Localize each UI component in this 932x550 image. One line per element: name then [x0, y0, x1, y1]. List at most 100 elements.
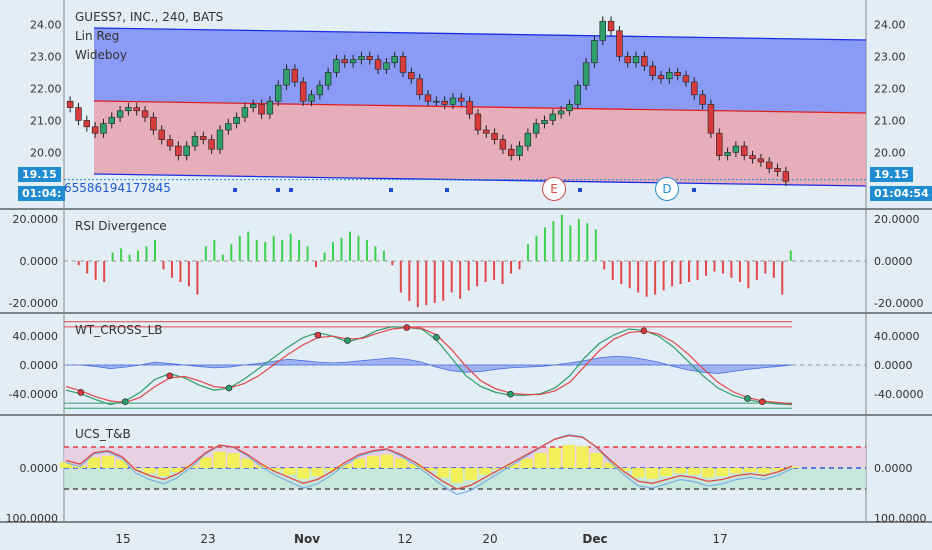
candle-body — [632, 56, 640, 64]
signal-marker — [578, 188, 582, 192]
candle-body — [508, 148, 515, 156]
candle-body — [150, 116, 157, 131]
ucs-bar — [380, 454, 394, 468]
y-tick-left: 24.00 — [30, 18, 62, 31]
ucs-bar — [366, 455, 380, 468]
ucs-bar — [785, 466, 799, 468]
countdown-left: 01:04: — [18, 186, 66, 201]
axes: 24.00 24.00 23.00 23.00 22.00 22.00 21.00 21.00… — [6, 18, 927, 546]
ucs-bar — [674, 468, 687, 474]
wt-pane-title: WT_CROSS_LB — [75, 323, 163, 337]
rsi-y-tick-left: 20.0000 — [13, 213, 59, 226]
candle-body — [91, 126, 99, 134]
ucs-bar — [129, 468, 142, 470]
candle-body — [175, 145, 182, 156]
pane-bg — [64, 314, 866, 414]
candle-body — [599, 20, 606, 41]
wt-cross-dot — [759, 398, 766, 406]
ucs-pane-title: UCS_T&B — [75, 427, 131, 441]
x-tick-label: 12 — [397, 532, 412, 546]
candle-body — [158, 129, 165, 140]
candle-body — [682, 75, 690, 83]
rsi-y-tick-right: 0.0000 — [874, 255, 913, 268]
candle-body — [657, 75, 665, 80]
candle-body — [166, 139, 174, 147]
candle-body — [399, 56, 407, 73]
candle-body — [416, 78, 423, 96]
candle-body — [333, 59, 340, 73]
ucs-pane — [59, 433, 866, 496]
ucs-bar — [688, 468, 701, 475]
candle-body — [757, 158, 765, 163]
signal-marker — [233, 188, 237, 192]
candle-body — [641, 56, 648, 67]
ucs-bar — [101, 455, 115, 468]
candle-body — [441, 100, 448, 105]
candle-body — [674, 72, 681, 76]
x-tick-label: Nov — [294, 532, 320, 546]
y-tick-left: 21.00 — [30, 114, 62, 127]
wt-y-tick-left: 40.0000 — [13, 330, 59, 343]
candle-body — [691, 81, 698, 96]
ucs-bar — [422, 468, 436, 471]
ucs-bar — [213, 451, 226, 468]
candle-body — [541, 120, 548, 124]
ucs-bar — [702, 468, 715, 478]
y-tick-right: 21.00 — [874, 114, 906, 127]
candle-body — [591, 40, 598, 64]
candle-body — [774, 168, 781, 172]
regression-upper-band — [94, 28, 866, 113]
candle-body — [233, 116, 240, 124]
overlay-number: 65586194177845 — [64, 181, 171, 195]
candle-body — [574, 84, 582, 105]
wt-cross-dot — [433, 333, 440, 341]
ucs-bar — [729, 468, 743, 474]
price-tag-right: 19.15 — [870, 167, 913, 182]
wt-cross-dot — [121, 398, 129, 406]
candle-body — [266, 100, 274, 115]
candle-body — [208, 139, 215, 150]
candle-body — [524, 132, 532, 147]
ucs-bar — [59, 462, 73, 468]
candle-body — [250, 104, 257, 108]
signal-marker — [276, 188, 280, 192]
ucs-line-red — [65, 434, 793, 490]
wt-cross-dot — [507, 390, 514, 398]
price-pane — [64, 16, 867, 192]
candle-body — [408, 72, 415, 80]
ucs-bar — [506, 463, 519, 468]
rsi-pane — [64, 214, 866, 308]
candle-body — [225, 123, 232, 131]
candle-body — [616, 30, 623, 57]
candle-body — [499, 139, 507, 150]
candle-body — [366, 56, 373, 60]
wt-pane — [64, 321, 866, 409]
earnings-event-marker[interactable]: E — [542, 177, 566, 201]
ucs-line-blue — [65, 433, 793, 496]
ucs-bar — [157, 468, 170, 477]
regression-lower-band — [94, 101, 866, 186]
wt-cross-dot — [166, 372, 174, 380]
candle-body — [483, 129, 490, 134]
candle-body — [75, 107, 82, 121]
ucs-bar — [450, 468, 464, 483]
candle-body — [449, 97, 457, 105]
candle-body — [349, 59, 357, 64]
candle-body — [391, 56, 398, 64]
candle-body — [582, 62, 590, 86]
y-tick-right: 24.00 — [874, 18, 906, 31]
candle-body — [765, 161, 773, 169]
candle-body — [458, 97, 465, 102]
wt-y-tick-left: -40.0000 — [9, 388, 58, 401]
dividend-event-marker[interactable]: D — [655, 177, 679, 201]
wt-cross-dot — [403, 324, 411, 331]
ucs-bar — [757, 468, 771, 474]
ucs-bar — [478, 468, 492, 475]
regression-upper-line — [93, 27, 867, 41]
candle-body — [716, 132, 723, 156]
candle-body — [649, 65, 656, 76]
candle-body — [324, 72, 332, 86]
candle-body — [666, 72, 673, 80]
ucs-bar — [408, 463, 422, 468]
ucs-bar — [339, 463, 352, 468]
